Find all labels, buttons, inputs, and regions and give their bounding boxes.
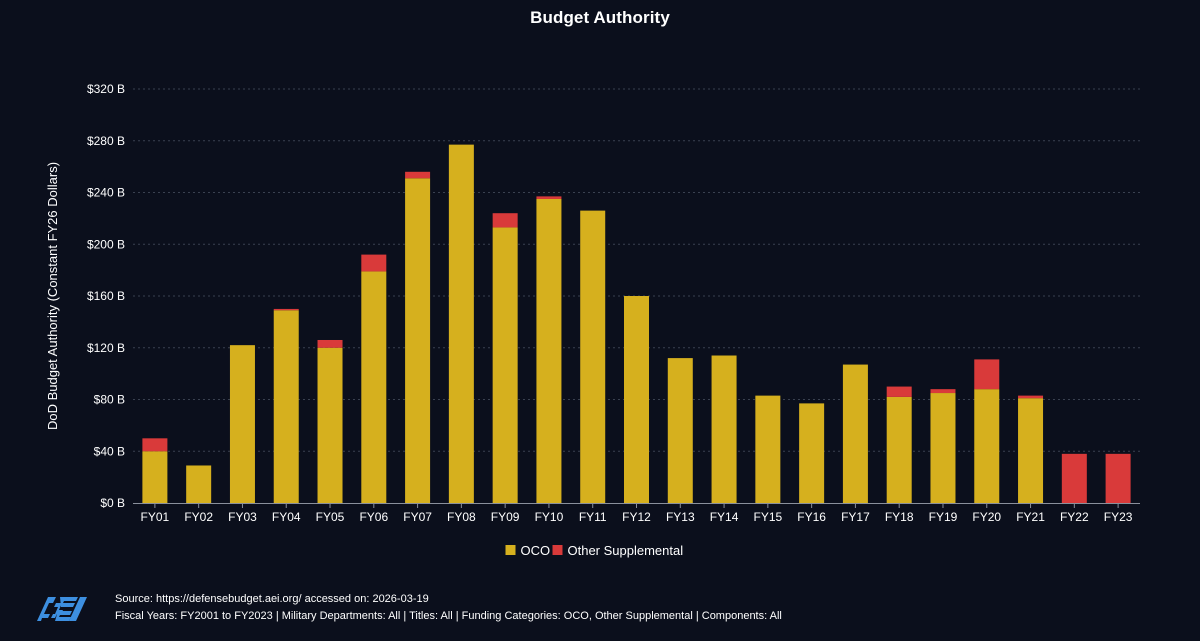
legend-swatch <box>552 545 563 555</box>
bar-oco-fy19[interactable] <box>930 393 956 503</box>
bar-oco-fy18[interactable] <box>886 396 912 503</box>
chart-title: Budget Authority <box>530 8 670 27</box>
x-axis-ticks: FY01 FY02 FY03 FY04 FY05 FY06 FY07 FY08 FY09 FY10… <box>141 503 1133 524</box>
bar-other-supplemental-fy05[interactable] <box>317 339 343 348</box>
x-tick-label: FY15 <box>754 510 783 524</box>
aei-logo[interactable] <box>34 594 94 624</box>
bar-oco-fy05[interactable] <box>317 347 343 503</box>
bar-oco-fy17[interactable] <box>842 364 868 503</box>
x-tick-label: FY02 <box>184 510 213 524</box>
bar-other-supplemental-fy18[interactable] <box>886 386 912 397</box>
bar-other-supplemental-fy19[interactable] <box>930 389 956 394</box>
y-tick-label: $280 B <box>87 134 125 148</box>
x-tick-label: FY17 <box>841 510 870 524</box>
bar-oco-fy08[interactable] <box>448 144 474 503</box>
bar-oco-fy09[interactable] <box>492 227 518 503</box>
x-tick-label: FY19 <box>929 510 958 524</box>
bar-oco-fy06[interactable] <box>361 271 387 503</box>
y-axis-ticks: $0 B $40 B $80 B $120 B $160 B $200 B $240 B $2… <box>87 82 125 510</box>
x-tick-label: FY06 <box>359 510 388 524</box>
y-tick-label: $200 B <box>87 237 125 251</box>
bar-oco-fy03[interactable] <box>229 345 255 503</box>
y-tick-label: $160 B <box>87 289 125 303</box>
legend-label: Other Supplemental <box>568 543 684 558</box>
x-tick-label: FY01 <box>141 510 170 524</box>
bar-oco-fy14[interactable] <box>711 355 737 503</box>
bar-other-supplemental-fy21[interactable] <box>1018 395 1044 399</box>
bar-oco-fy20[interactable] <box>974 389 1000 503</box>
x-tick-label: FY18 <box>885 510 914 524</box>
y-tick-label: $80 B <box>94 393 125 407</box>
x-tick-label: FY11 <box>579 510 607 524</box>
bar-oco-fy11[interactable] <box>580 210 606 504</box>
bars <box>142 144 1131 504</box>
source-text: Source: https://defensebudget.aei.org/ a… <box>115 593 429 605</box>
legend-item-oco[interactable]: OCO <box>505 543 551 558</box>
x-tick-label: FY09 <box>491 510 520 524</box>
bar-oco-fy07[interactable] <box>405 178 431 504</box>
filters-text: Fiscal Years: FY2001 to FY2023 | Militar… <box>115 610 782 622</box>
x-tick-label: FY07 <box>403 510 432 524</box>
footer: Source: https://defensebudget.aei.org/ a… <box>34 590 1174 630</box>
y-tick-label: $40 B <box>94 444 125 458</box>
y-tick-label: $0 B <box>100 496 125 510</box>
x-tick-label: FY14 <box>710 510 739 524</box>
legend-item-other-supplemental[interactable]: Other Supplemental <box>552 543 684 558</box>
bar-other-supplemental-fy01[interactable] <box>142 438 168 452</box>
bar-oco-fy15[interactable] <box>755 395 781 503</box>
y-axis-label: DoD Budget Authority (Constant FY26 Doll… <box>45 162 60 430</box>
legend-swatch <box>505 545 516 555</box>
x-tick-label: FY08 <box>447 510 476 524</box>
bar-oco-fy02[interactable] <box>186 465 212 503</box>
legend-label: OCO <box>521 543 551 558</box>
bar-oco-fy04[interactable] <box>273 310 299 503</box>
chart-canvas: $0 B $40 B $80 B $120 B $160 B $200 B $240 B $2… <box>45 82 1140 558</box>
x-tick-label: FY13 <box>666 510 695 524</box>
bar-other-supplemental-fy10[interactable] <box>536 196 562 199</box>
y-tick-label: $240 B <box>87 186 125 200</box>
x-tick-label: FY20 <box>972 510 1001 524</box>
x-tick-label: FY22 <box>1060 510 1089 524</box>
y-tick-label: $320 B <box>87 82 125 96</box>
bar-oco-fy13[interactable] <box>667 358 693 503</box>
x-tick-label: FY10 <box>535 510 564 524</box>
x-tick-label: FY04 <box>272 510 301 524</box>
x-tick-label: FY16 <box>797 510 826 524</box>
bar-oco-fy16[interactable] <box>799 403 825 503</box>
x-tick-label: FY21 <box>1016 510 1045 524</box>
bar-oco-fy12[interactable] <box>624 296 649 503</box>
bar-other-supplemental-fy07[interactable] <box>405 171 431 179</box>
bar-other-supplemental-fy20[interactable] <box>974 359 1000 390</box>
bar-other-supplemental-fy06[interactable] <box>361 254 387 272</box>
bar-oco-fy10[interactable] <box>536 198 562 503</box>
bar-other-supplemental-fy23[interactable] <box>1105 453 1131 503</box>
bar-other-supplemental-fy22[interactable] <box>1061 453 1087 503</box>
x-tick-label: FY03 <box>228 510 257 524</box>
x-tick-label: FY23 <box>1104 510 1133 524</box>
bar-oco-fy01[interactable] <box>142 451 168 503</box>
bar-other-supplemental-fy09[interactable] <box>492 213 518 228</box>
x-tick-label: FY12 <box>622 510 651 524</box>
legend: OCO Other Supplemental <box>505 543 684 558</box>
bar-oco-fy21[interactable] <box>1018 398 1044 503</box>
y-tick-label: $120 B <box>87 341 125 355</box>
x-tick-label: FY05 <box>316 510 345 524</box>
bar-other-supplemental-fy04[interactable] <box>273 308 299 311</box>
